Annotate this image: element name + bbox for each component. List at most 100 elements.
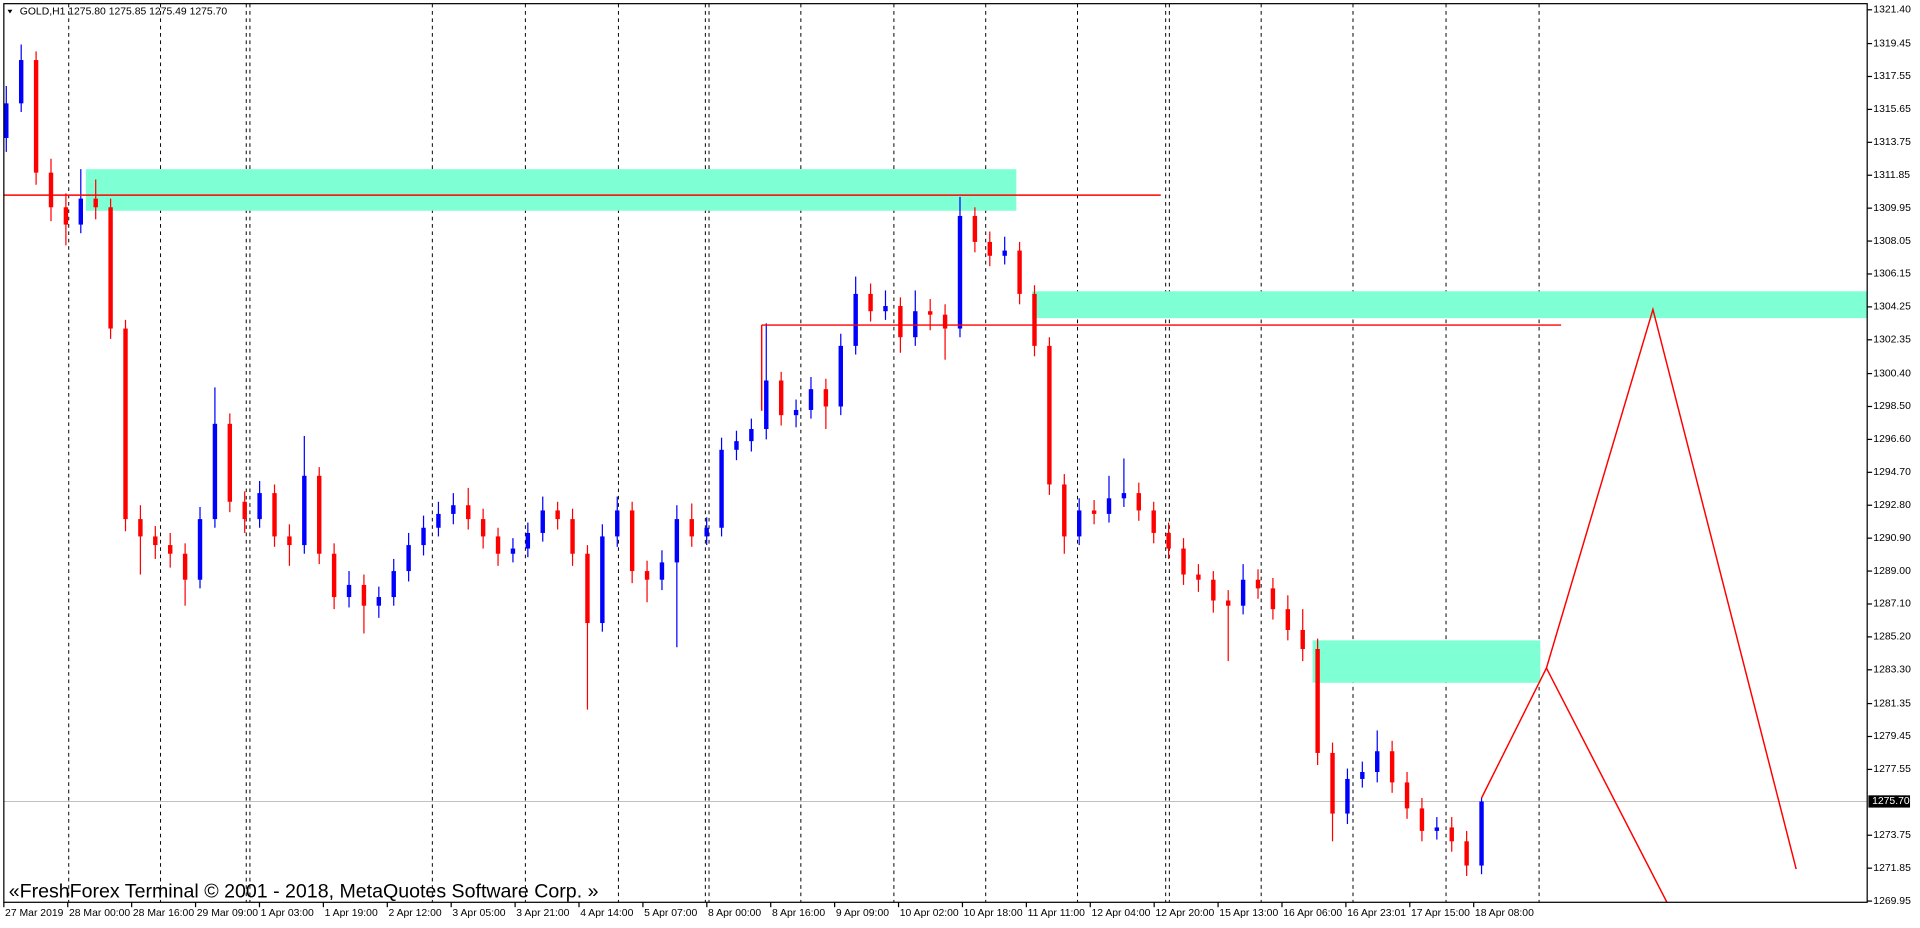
projection-branch — [1545, 667, 1668, 903]
candle-body — [927, 311, 933, 315]
candle-body — [510, 548, 516, 554]
candle-body — [1360, 772, 1365, 779]
y-tick-label: 1306.15 — [1873, 269, 1911, 280]
candle-body — [346, 584, 352, 598]
candle-body — [1240, 579, 1246, 606]
candle-body — [227, 423, 233, 502]
candle-body — [1151, 510, 1156, 533]
candle-body — [1389, 751, 1395, 783]
candle-body — [585, 553, 590, 624]
candle-body — [1315, 649, 1320, 753]
y-tick-label: 1309.95 — [1873, 203, 1911, 214]
candle-body — [153, 536, 158, 546]
candle-body — [600, 536, 605, 624]
candle-body — [108, 207, 113, 329]
candle-body — [1136, 493, 1142, 511]
y-tick-label: 1313.75 — [1873, 137, 1911, 148]
candle-body — [212, 423, 218, 520]
candle-body — [1062, 484, 1067, 537]
last-price-label: 1275.70 — [1872, 796, 1910, 807]
candle-body — [1002, 250, 1007, 256]
y-tick-label: 1304.25 — [1873, 302, 1911, 313]
symbol-info: GOLD,H1 1275.80 1275.85 1275.49 1275.70 — [20, 6, 228, 17]
y-tick-label: 1285.20 — [1873, 632, 1911, 643]
candle-body — [629, 510, 635, 572]
candle-body — [1211, 579, 1216, 601]
x-tick-label: 29 Mar 09:00 — [197, 908, 258, 919]
x-tick-label: 12 Apr 04:00 — [1091, 908, 1150, 919]
candle-body — [734, 441, 739, 450]
candle-body — [93, 198, 98, 208]
candle-body — [1166, 532, 1171, 549]
candle-body — [287, 536, 292, 546]
candle-body — [138, 519, 143, 537]
y-tick-label: 1279.45 — [1873, 731, 1911, 742]
candle-body — [18, 60, 24, 104]
candle-body — [853, 293, 858, 346]
candle-body — [1479, 801, 1484, 866]
candle-body — [1047, 345, 1052, 485]
y-tick-label: 1298.50 — [1873, 401, 1911, 412]
candle-body — [674, 519, 680, 563]
candle-body — [1375, 751, 1380, 773]
candle-body — [1404, 782, 1410, 809]
y-tick-label: 1311.85 — [1873, 170, 1910, 181]
candle-body — [1106, 498, 1112, 514]
x-tick-label: 3 Apr 21:00 — [516, 908, 569, 919]
x-tick-label: 16 Apr 06:00 — [1283, 908, 1342, 919]
watermark: «FreshForex Terminal © 2001 - 2018, Meta… — [9, 881, 599, 903]
candle-body — [1181, 548, 1186, 575]
y-tick-label: 1294.70 — [1873, 467, 1911, 478]
candle-body — [1330, 752, 1335, 814]
candle-body — [451, 505, 456, 514]
candle-body — [793, 409, 799, 416]
candle-body — [1285, 609, 1291, 630]
x-tick-label: 1 Apr 19:00 — [325, 908, 378, 919]
x-tick-label: 9 Apr 09:00 — [836, 908, 889, 919]
y-tick-label: 1269.95 — [1873, 896, 1911, 907]
candle-body — [1255, 579, 1261, 589]
y-tick-label: 1321.40 — [1873, 5, 1911, 16]
candle-body — [182, 553, 188, 580]
candle-body — [1419, 808, 1425, 831]
y-tick-label: 1271.85 — [1873, 863, 1911, 874]
x-tick-label: 3 Apr 05:00 — [452, 908, 505, 919]
candle-body — [436, 513, 441, 528]
candle-body — [302, 475, 307, 546]
x-tick-label: 16 Apr 23:01 — [1347, 908, 1406, 919]
candle-body — [168, 545, 173, 554]
x-tick-label: 10 Apr 18:00 — [964, 908, 1023, 919]
candle-body — [704, 527, 709, 537]
y-tick-label: 1283.30 — [1873, 665, 1911, 676]
candle-body — [1076, 510, 1082, 537]
axes: 1321.40 1319.45 1317.55 1315.65 1313.75 1311.… — [3, 5, 1911, 919]
zone — [85, 169, 1017, 211]
candle-body — [331, 553, 337, 598]
candle-body — [525, 532, 531, 549]
candle-body — [764, 380, 769, 430]
y-tick-label: 1289.00 — [1873, 566, 1911, 577]
y-tick-label: 1292.80 — [1873, 500, 1911, 511]
candle-body — [1226, 600, 1231, 606]
candle-body — [1017, 250, 1022, 294]
candle-body — [466, 505, 471, 520]
candle-body — [48, 172, 54, 208]
candle-body — [808, 389, 814, 410]
candle-body — [4, 103, 9, 138]
candle-body — [1196, 574, 1201, 580]
candle-body — [823, 389, 829, 407]
candle-body — [644, 571, 650, 580]
candle-body — [898, 306, 903, 338]
candle-body — [615, 510, 620, 537]
y-tick-label: 1308.05 — [1873, 236, 1911, 247]
candle-body — [376, 597, 382, 606]
candle-body — [942, 314, 948, 329]
y-tick-label: 1302.35 — [1873, 335, 1911, 346]
y-tick-label: 1317.55 — [1873, 71, 1911, 82]
candle-body — [838, 345, 843, 407]
zone — [1312, 640, 1541, 683]
candle-body — [957, 215, 963, 329]
y-tick-label: 1273.75 — [1873, 830, 1911, 841]
last-price-box — [1868, 795, 1911, 808]
